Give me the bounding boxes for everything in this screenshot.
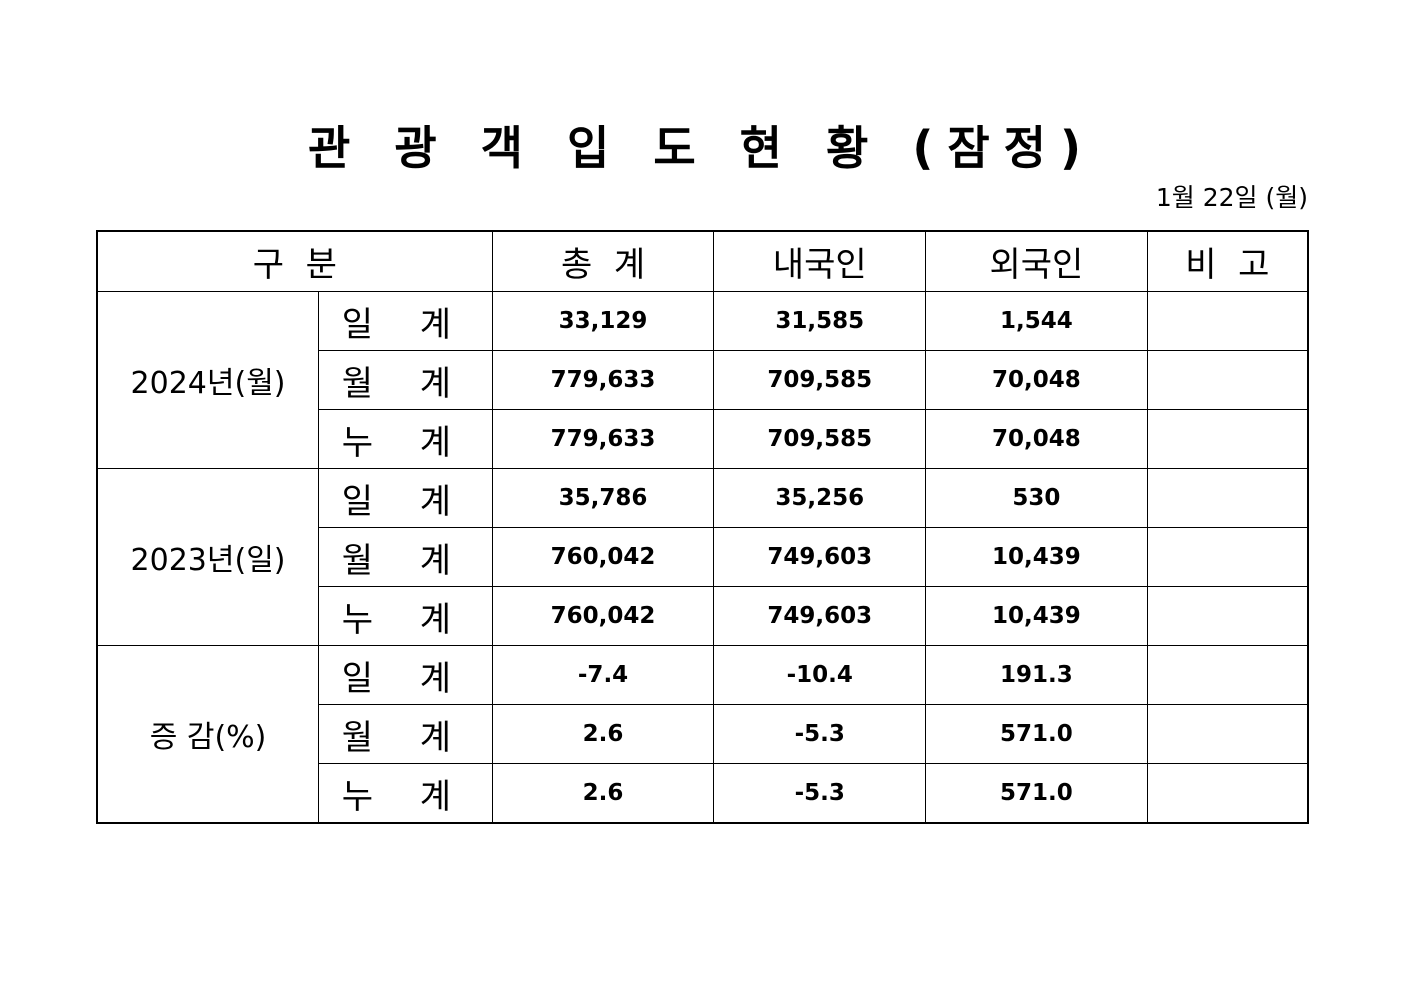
- cell-foreign: 70,048: [925, 350, 1148, 410]
- group-label: 2023년(일): [96, 468, 320, 646]
- row-label: 일 계: [318, 645, 493, 705]
- header-row: 구 분 총 계 내국인 외국인 비 고: [96, 230, 1309, 292]
- header-foreign: 외국인: [925, 230, 1148, 292]
- table-row: 월 계 2.6 -5.3 571.0: [97, 704, 1309, 764]
- cell-note: [1146, 527, 1309, 587]
- cell-domestic: 35,256: [713, 468, 927, 528]
- cell-domestic: -5.3: [713, 704, 927, 764]
- table-row: 누 계 779,633 709,585 70,048: [97, 409, 1309, 469]
- row-label: 일 계: [318, 291, 493, 351]
- cell-foreign: 70,048: [925, 409, 1148, 469]
- cell-foreign: 10,439: [925, 527, 1148, 587]
- cell-foreign: 530: [925, 468, 1148, 528]
- group-label: 2024년(월): [96, 291, 320, 469]
- cell-total: 760,042: [491, 586, 715, 646]
- table-row: 증 감(%) 일 계 -7.4 -10.4 191.3: [96, 645, 1309, 824]
- group-label: 증 감(%): [96, 645, 320, 824]
- cell-total: -7.4: [491, 645, 715, 705]
- cell-total: 2.6: [491, 704, 715, 764]
- cell-note: [1146, 350, 1309, 410]
- cell-note: [1146, 645, 1309, 705]
- cell-total: 760,042: [491, 527, 715, 587]
- cell-note: [1146, 409, 1309, 469]
- cell-note: [1146, 468, 1309, 528]
- header-note: 비 고: [1146, 230, 1309, 292]
- header-category: 구 분: [96, 230, 493, 292]
- row-label: 누 계: [318, 409, 493, 469]
- cell-total: 2.6: [491, 763, 715, 824]
- row-label: 월 계: [318, 527, 493, 587]
- cell-domestic: 749,603: [713, 527, 927, 587]
- cell-foreign: 10,439: [925, 586, 1148, 646]
- table-row: 2023년(일) 일 계 35,786 35,256 530: [96, 468, 1309, 646]
- cell-foreign: 191.3: [925, 645, 1148, 705]
- cell-total: 779,633: [491, 409, 715, 469]
- table-row: 2024년(월) 일 계 33,129 31,585 1,544: [96, 291, 1309, 469]
- header-total: 총 계: [491, 230, 715, 292]
- cell-note: [1146, 586, 1309, 646]
- cell-domestic: 709,585: [713, 350, 927, 410]
- cell-total: 35,786: [491, 468, 715, 528]
- cell-foreign: 571.0: [925, 704, 1148, 764]
- cell-note: [1146, 291, 1309, 351]
- row-label: 누 계: [318, 763, 493, 824]
- cell-foreign: 1,544: [925, 291, 1148, 351]
- cell-total: 779,633: [491, 350, 715, 410]
- tourist-stats-table: 구 분 총 계 내국인 외국인 비 고 2024년(월) 일 계 33,129 31,…: [96, 230, 1309, 824]
- cell-total: 33,129: [491, 291, 715, 351]
- table-row: 월 계 760,042 749,603 10,439: [97, 527, 1309, 587]
- row-label: 누 계: [318, 586, 493, 646]
- page-title: 관 광 객 입 도 현 황 (잠정): [307, 121, 1096, 175]
- row-label: 일 계: [318, 468, 493, 528]
- row-label: 월 계: [318, 704, 493, 764]
- row-label: 월 계: [318, 350, 493, 410]
- cell-foreign: 571.0: [925, 763, 1148, 824]
- cell-domestic: -10.4: [713, 645, 927, 705]
- cell-note: [1146, 763, 1309, 824]
- cell-note: [1146, 704, 1309, 764]
- cell-domestic: 709,585: [713, 409, 927, 469]
- table-row: 누 계 2.6 -5.3 571.0: [97, 763, 1309, 824]
- table-row: 누 계 760,042 749,603 10,439: [97, 586, 1309, 646]
- cell-domestic: 31,585: [713, 291, 927, 351]
- header-domestic: 내국인: [713, 230, 927, 292]
- cell-domestic: 749,603: [713, 586, 927, 646]
- cell-domestic: -5.3: [713, 763, 927, 824]
- report-date: 1월 22일 (월): [1155, 183, 1308, 212]
